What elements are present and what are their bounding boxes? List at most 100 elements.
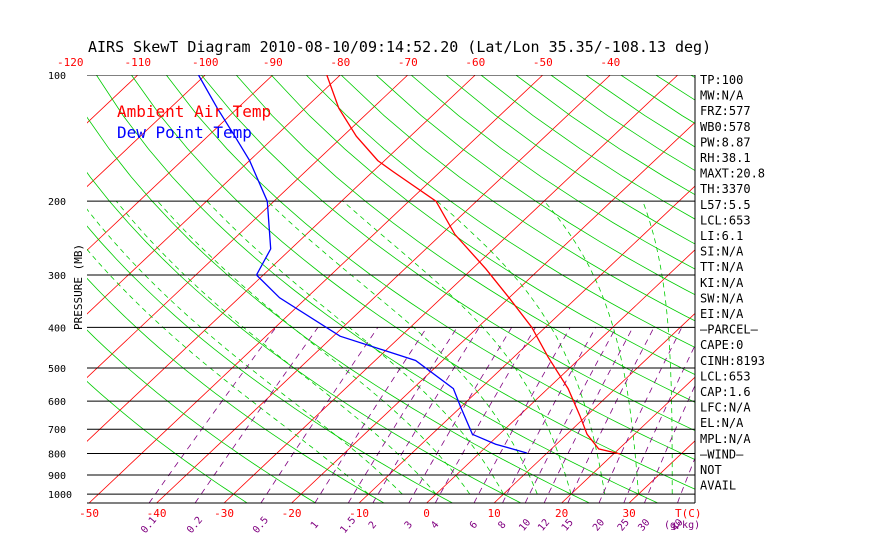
mixing-ratio-label: 1 bbox=[309, 520, 321, 532]
pressure-tick-label: 1000 bbox=[48, 490, 72, 501]
index-text: CINH:8193 bbox=[700, 354, 765, 368]
dry-adiabat-line bbox=[515, 75, 695, 196]
mixing-ratio-line bbox=[194, 327, 319, 503]
bottom-temp-tick-label: -30 bbox=[214, 507, 234, 520]
dry-adiabat-line bbox=[200, 75, 695, 432]
isotherm-line bbox=[87, 75, 409, 379]
pressure-tick-label: 900 bbox=[48, 471, 66, 482]
dry-adiabat-line bbox=[87, 171, 522, 503]
pressure-tick-label: 600 bbox=[48, 397, 66, 408]
bottom-temp-tick-label: -40 bbox=[147, 507, 167, 520]
top-temp-tick-label: -70 bbox=[398, 56, 418, 69]
mixing-ratio-label: 0.2 bbox=[185, 515, 205, 536]
mixing-ratio-label: 8 bbox=[496, 520, 508, 532]
mixing-ratio-line bbox=[524, 327, 617, 503]
isotherm-line bbox=[87, 75, 476, 442]
mixing-ratio-line bbox=[434, 327, 536, 503]
top-temp-tick-label: -120 bbox=[57, 56, 84, 69]
pressure-tick-label: 500 bbox=[48, 364, 66, 375]
index-text: LI:6.1 bbox=[700, 229, 743, 243]
mixing-ratio-line bbox=[408, 327, 513, 503]
isotherm-line bbox=[0, 75, 70, 503]
isotherm-line bbox=[493, 312, 695, 503]
dry-adiabat-line bbox=[340, 75, 695, 322]
dry-adiabat-line bbox=[410, 75, 695, 270]
index-text: LCL:653 bbox=[700, 213, 751, 227]
index-text: L57:5.5 bbox=[700, 198, 751, 212]
dry-adiabat-line bbox=[165, 75, 695, 460]
mixing-ratio-label: 0.5 bbox=[251, 515, 271, 536]
pressure-tick-label: 100 bbox=[48, 71, 66, 82]
bottom-temp-tick-label: 20 bbox=[555, 507, 568, 520]
mixing-ratio-label: 4 bbox=[429, 520, 441, 532]
legend-dew-point-temp: Dew Point Temp bbox=[117, 123, 252, 142]
index-text: —WIND— bbox=[700, 447, 744, 461]
isotherm-line bbox=[156, 75, 611, 503]
chart-title: AIRS SkewT Diagram 2010-08-10/09:14:52.2… bbox=[88, 38, 711, 56]
moist-adiabat-line bbox=[206, 200, 504, 495]
isotherm-line bbox=[764, 75, 870, 503]
isotherm-line bbox=[87, 75, 206, 188]
dry-adiabat-line bbox=[87, 329, 316, 503]
isotherm-line bbox=[426, 249, 695, 503]
isotherm-line bbox=[87, 75, 341, 315]
isotherm-line bbox=[223, 75, 679, 503]
dry-adiabat-line bbox=[270, 75, 695, 376]
mixing-ratio-label: 20 bbox=[591, 517, 607, 533]
dry-adiabat-line bbox=[796, 75, 870, 503]
index-text: LFC:N/A bbox=[700, 401, 751, 415]
index-text: AVAIL bbox=[700, 479, 736, 493]
dry-adiabat-line bbox=[445, 75, 695, 245]
y-axis-label: PRESSURE (MB) bbox=[72, 244, 85, 330]
mixing-ratio-line bbox=[148, 327, 277, 503]
mixing-ratio-line bbox=[623, 344, 695, 503]
pressure-tick-label: 400 bbox=[48, 323, 66, 334]
pressure-tick-label: 200 bbox=[48, 197, 66, 208]
dry-adiabat-line bbox=[235, 75, 695, 403]
mixing-ratio-line bbox=[372, 327, 480, 503]
dry-adiabat-line bbox=[866, 75, 870, 503]
index-text: MAXT:20.8 bbox=[700, 167, 765, 181]
index-text: EI:N/A bbox=[700, 307, 744, 321]
top-temp-tick-label: -50 bbox=[533, 56, 553, 69]
mixing-ratio-line bbox=[314, 327, 428, 503]
moist-adiabat-line bbox=[115, 200, 437, 495]
bottom-temp-tick-label: -50 bbox=[79, 507, 99, 520]
dry-adiabat-line bbox=[131, 75, 695, 490]
dry-adiabat-line bbox=[655, 75, 695, 101]
mixing-ratio-line bbox=[567, 327, 655, 503]
mixing-ratio-unit-label: (g/kg) bbox=[664, 520, 700, 531]
mixing-ratio-line bbox=[543, 327, 634, 503]
index-text: TT:N/A bbox=[700, 260, 744, 274]
index-text: SI:N/A bbox=[700, 245, 744, 259]
mixing-ratio-label: 2 bbox=[367, 520, 379, 532]
mixing-ratio-label: 3 bbox=[403, 520, 415, 532]
isotherm-line bbox=[291, 121, 695, 503]
mixing-ratio-label: 30 bbox=[636, 517, 652, 533]
dry-adiabat-line bbox=[761, 75, 870, 503]
pressure-tick-label: 300 bbox=[48, 271, 66, 282]
index-text: FRZ:577 bbox=[700, 104, 751, 118]
legend-ambient-air-temp: Ambient Air Temp bbox=[117, 102, 271, 121]
index-text: MPL:N/A bbox=[700, 432, 751, 446]
bottom-temp-tick-label: -10 bbox=[349, 507, 369, 520]
mixing-ratio-line bbox=[473, 327, 571, 503]
moist-adiabat-line bbox=[87, 248, 369, 495]
dry-adiabat-line bbox=[96, 75, 658, 503]
moist-adiabat-line bbox=[436, 200, 606, 495]
index-text: EL:N/A bbox=[700, 416, 744, 430]
index-text: NOT bbox=[700, 463, 722, 477]
mixing-ratio-label: 12 bbox=[536, 517, 552, 533]
dry-adiabat-line bbox=[87, 116, 590, 503]
pressure-tick-label: 700 bbox=[48, 425, 66, 436]
dry-adiabat-line bbox=[87, 225, 453, 503]
bottom-temp-tick-label: 10 bbox=[487, 507, 500, 520]
index-text: RH:38.1 bbox=[700, 151, 751, 165]
moist-adiabat-line bbox=[267, 200, 538, 495]
index-text: CAP:1.6 bbox=[700, 385, 751, 399]
dry-adiabat-line bbox=[87, 380, 248, 503]
pressure-tick-label: 800 bbox=[48, 450, 66, 461]
index-text: LCL:653 bbox=[700, 369, 751, 383]
